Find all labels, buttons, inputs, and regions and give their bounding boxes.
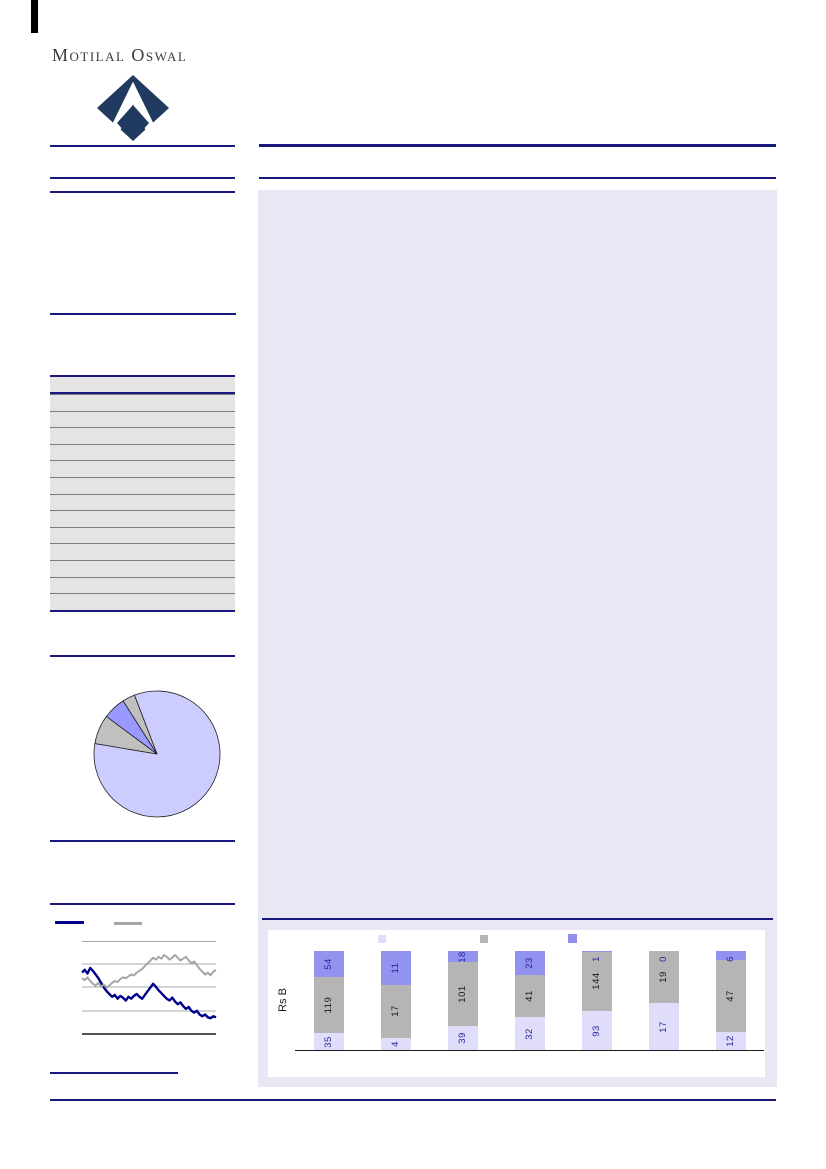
table-row	[50, 410, 235, 428]
line-series-gray-series	[81, 954, 217, 989]
page-corner-mark	[31, 0, 38, 33]
placeholder-table-header	[50, 377, 235, 394]
table-row	[50, 477, 235, 494]
bar-legend-swatch-bottom	[378, 935, 386, 943]
line-series-navy-series	[81, 966, 217, 1020]
bar-legend-swatch-middle	[480, 935, 488, 943]
bar-4-segment-middle-value: 41	[523, 990, 535, 1002]
bar-2-segment-middle	[380, 985, 411, 1038]
bar-1-segment-top-value: 54	[322, 958, 334, 970]
bar-5-segment-bottom-value: 93	[590, 1024, 602, 1037]
bar-3-segment-top-value: 18	[456, 950, 468, 963]
panel-divider-rule	[262, 918, 773, 920]
table-row	[50, 427, 235, 444]
bar-3-segment-middle	[447, 962, 478, 1026]
table-row	[50, 593, 235, 610]
bar-6-segment-bottom-value: 17	[657, 1020, 669, 1033]
bar-2-segment-bottom	[380, 1037, 411, 1050]
bar-2-segment-top	[380, 951, 411, 985]
bar-legend-swatch-top	[568, 934, 577, 943]
bar-chart-baseline	[295, 1050, 764, 1052]
line-legend-navy-swatch	[55, 921, 84, 924]
bar-7-segment-middle-value: 47	[724, 990, 736, 1002]
table-row	[50, 394, 235, 411]
brand-diamond-icon	[97, 75, 169, 143]
footer-rule	[50, 1099, 776, 1101]
bar-5-segment-top-value: 1	[590, 956, 602, 962]
left-rule-2	[50, 177, 235, 179]
left-rule-1	[50, 145, 235, 147]
pie-section-bottom-rule	[50, 840, 235, 842]
left-bottom-rule	[50, 1072, 178, 1074]
pie-chart	[93, 690, 221, 818]
bar-6-segment-middle	[648, 951, 679, 1004]
placeholder-table	[50, 375, 235, 612]
left-rule-4	[50, 313, 236, 315]
bar-3-segment-bottom	[447, 1025, 478, 1050]
line-chart	[81, 941, 217, 1035]
bar-4-segment-middle	[514, 974, 545, 1017]
right-rule-thick	[259, 144, 776, 147]
bar-1-segment-middle	[313, 976, 344, 1034]
table-row	[50, 493, 235, 511]
table-row	[50, 510, 235, 527]
right-rule-thin	[259, 177, 776, 179]
bar-4-segment-top	[514, 951, 545, 975]
bar-3-segment-top	[447, 951, 478, 963]
table-row	[50, 576, 235, 594]
stacked-bar-chart-card: Rs B 35 119 54 4 17 11 39 101 18 32 41 23 93 144 1 17 19…	[268, 930, 765, 1077]
bar-1-segment-top	[313, 951, 344, 977]
table-row	[50, 526, 235, 544]
table-row	[50, 460, 235, 477]
bar-7-segment-middle	[715, 960, 746, 1032]
line-section-top-rule	[50, 903, 235, 905]
bar-2-segment-top-value: 11	[389, 962, 401, 974]
line-legend-gray-swatch	[114, 922, 142, 925]
bar-7-segment-top-value: 6	[724, 956, 736, 962]
bar-6-segment-bottom	[648, 1003, 679, 1051]
bar-2-segment-middle-value: 17	[389, 1005, 401, 1018]
brand-logo-text: Motilal Oswal	[52, 45, 188, 65]
bar-7-segment-bottom	[715, 1031, 746, 1050]
left-rule-3	[50, 191, 235, 193]
bar-chart-y-axis-label: Rs B	[277, 988, 289, 1012]
bar-6-segment-top-value: 0	[657, 956, 669, 962]
bar-4-segment-top-value: 23	[523, 957, 535, 969]
bar-7-segment-top	[715, 951, 746, 961]
bar-3-segment-bottom-value: 39	[456, 1032, 468, 1044]
table-row	[50, 560, 235, 577]
table-row	[50, 443, 235, 461]
bar-4-segment-bottom	[514, 1017, 545, 1050]
pie-slice-slice-gray-2	[122, 694, 158, 755]
bar-1-segment-middle-value: 119	[322, 996, 334, 1014]
bar-4-segment-bottom-value: 32	[523, 1027, 535, 1040]
table-row	[50, 543, 235, 560]
bar-3-segment-middle-value: 101	[456, 985, 468, 1003]
bar-1-segment-bottom	[313, 1033, 344, 1050]
pie-section-top-rule	[50, 655, 235, 657]
bar-5-segment-middle	[581, 951, 612, 1012]
bar-5-segment-bottom	[581, 1011, 612, 1050]
